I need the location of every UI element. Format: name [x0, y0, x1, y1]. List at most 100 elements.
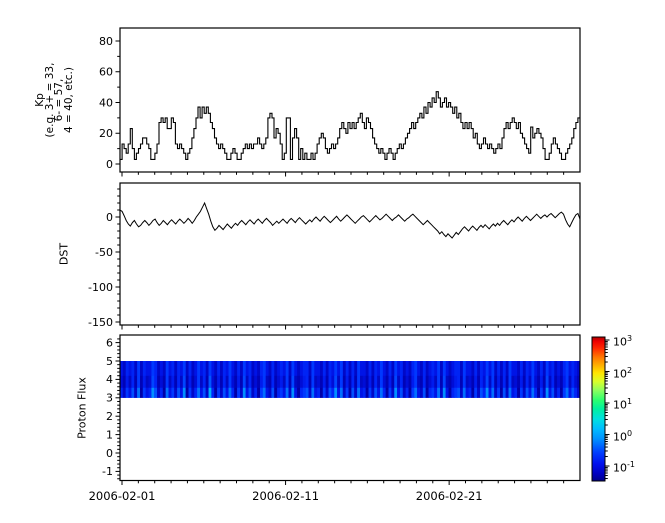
heatmap-column-mid	[194, 375, 198, 388]
heatmap-column-mid	[508, 375, 512, 388]
heatmap-column-mid	[237, 375, 241, 388]
proton-y-tick-label: -1	[102, 465, 113, 478]
heatmap-column-mid	[257, 375, 261, 388]
heatmap-column-lower	[317, 387, 321, 398]
dst-y-tick-label: -50	[95, 246, 113, 259]
heatmap-column-mid	[440, 375, 444, 388]
heatmap-column-lower	[377, 387, 381, 398]
heatmap-column-lower	[171, 387, 175, 398]
heatmap-column-mid	[142, 375, 147, 388]
heatmap-column-lower	[151, 387, 155, 398]
proton-y-tick-label: 6	[106, 336, 113, 349]
heatmap-column-lower	[482, 387, 487, 398]
heatmap-column-lower	[168, 387, 172, 398]
heatmap-column-lower	[305, 387, 309, 398]
heatmap-column-lower	[348, 387, 352, 398]
heatmap-column-mid	[402, 375, 407, 388]
dst-panel-frame	[119, 182, 581, 326]
heatmap-column-mid	[354, 375, 358, 388]
heatmap-column-lower	[365, 387, 369, 398]
heatmap-column-mid	[420, 375, 424, 388]
heatmap-column-mid	[388, 375, 392, 388]
kp-panel-frame	[119, 27, 581, 173]
heatmap-column-lower	[511, 387, 515, 398]
heatmap-column-mid	[128, 375, 132, 388]
heatmap-column-lower	[294, 387, 298, 398]
heatmap-column-mid	[437, 375, 441, 388]
heatmap-column-mid	[148, 375, 152, 388]
heatmap-column-mid	[197, 375, 201, 388]
heatmap-column-mid	[234, 375, 238, 388]
heatmap-column-lower	[394, 387, 398, 398]
heatmap-column-lower	[554, 387, 558, 398]
heatmap-column-mid	[320, 375, 324, 388]
heatmap-column-lower	[191, 387, 195, 398]
heatmap-column-lower	[240, 387, 244, 398]
heatmap-column-mid	[162, 375, 167, 388]
kp-axis-label: Kp (e.g. 3+ = 33, 6- = 57, 4 = 40, etc.)	[34, 63, 75, 138]
heatmap-column-lower	[502, 387, 507, 398]
heatmap-column-lower	[351, 387, 355, 398]
heatmap-column-mid	[177, 375, 181, 388]
heatmap-column-mid	[434, 375, 438, 388]
heatmap-column-lower	[185, 387, 189, 398]
heatmap-column-lower	[200, 387, 204, 398]
kp-series-line	[120, 91, 580, 160]
heatmap-column-mid	[394, 375, 398, 388]
heatmap-column-lower	[488, 387, 492, 398]
heatmap-column-mid	[414, 375, 418, 388]
heatmap-column-mid	[208, 375, 212, 388]
heatmap-column-lower	[520, 387, 524, 398]
colorbar	[591, 336, 606, 482]
heatmap-column-mid	[565, 375, 569, 388]
heatmap-column-lower	[477, 387, 481, 398]
heatmap-column-lower	[508, 387, 512, 398]
heatmap-column-lower	[425, 387, 429, 398]
proton-y-tick-label: 2	[106, 410, 113, 423]
heatmap-column-mid	[488, 375, 492, 388]
heatmap-column-mid	[442, 375, 447, 388]
heatmap-column-lower	[148, 387, 152, 398]
heatmap-column-mid	[248, 375, 252, 388]
heatmap-column-mid	[497, 375, 501, 388]
heatmap-column-lower	[334, 387, 338, 398]
heatmap-column-mid	[357, 375, 361, 388]
heatmap-column-lower	[265, 387, 269, 398]
heatmap-column-mid	[431, 375, 435, 388]
heatmap-column-lower	[180, 387, 184, 398]
heatmap-column-mid	[480, 375, 484, 388]
heatmap-column-lower	[131, 387, 135, 398]
heatmap-column-mid	[211, 375, 215, 388]
heatmap-column-lower	[531, 387, 535, 398]
heatmap-column-mid	[271, 375, 275, 388]
heatmap-column-lower	[474, 387, 478, 398]
heatmap-column-lower	[388, 387, 392, 398]
heatmap-column-lower	[128, 387, 132, 398]
heatmap-column-lower	[182, 387, 187, 398]
heatmap-column-mid	[185, 375, 189, 388]
heatmap-column-lower	[251, 387, 255, 398]
heatmap-column-mid	[351, 375, 355, 388]
heatmap-column-lower	[428, 387, 432, 398]
heatmap-column-mid	[571, 375, 575, 388]
kp-y-tick-label: 60	[99, 66, 113, 79]
heatmap-column-mid	[391, 375, 395, 388]
heatmap-column-lower	[525, 387, 529, 398]
heatmap-column-lower	[354, 387, 358, 398]
heatmap-column-lower	[497, 387, 501, 398]
heatmap-column-mid	[160, 375, 164, 388]
heatmap-column-mid	[397, 375, 401, 388]
heatmap-column-lower	[257, 387, 261, 398]
heatmap-column-lower	[285, 387, 289, 398]
x-tick-label-feb21: 2006-02-21	[415, 489, 483, 503]
heatmap-column-mid	[314, 375, 318, 388]
heatmap-column-mid	[125, 375, 129, 388]
heatmap-column-mid	[305, 375, 309, 388]
heatmap-column-lower	[291, 387, 295, 398]
heatmap-column-lower	[271, 387, 275, 398]
heatmap-column-lower	[262, 387, 267, 398]
heatmap-column-mid	[522, 375, 527, 388]
heatmap-column-mid	[494, 375, 498, 388]
heatmap-column-mid	[511, 375, 515, 388]
